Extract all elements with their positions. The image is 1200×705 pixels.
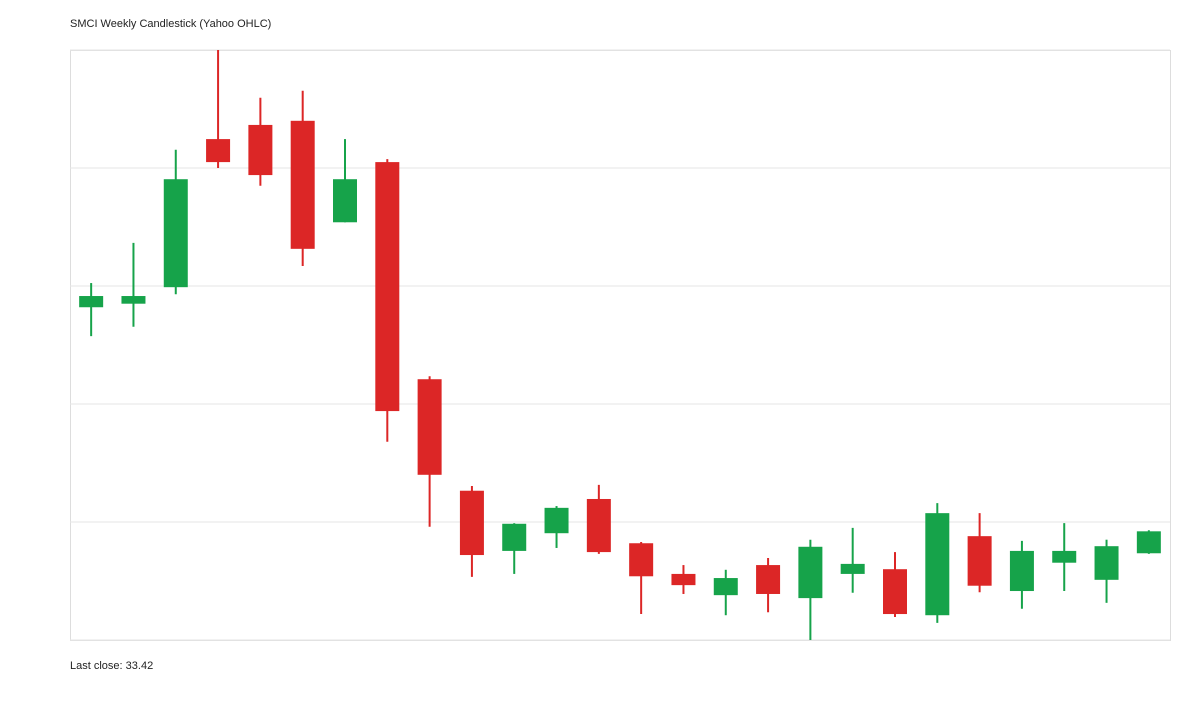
candle-body bbox=[840, 563, 865, 574]
candle-body bbox=[333, 179, 357, 223]
candle-body bbox=[121, 296, 146, 304]
candle-body bbox=[502, 523, 527, 551]
candle-body bbox=[375, 162, 400, 412]
candle-body bbox=[713, 578, 738, 596]
candle-body bbox=[544, 507, 569, 534]
candle-body bbox=[79, 296, 104, 308]
candle-body bbox=[248, 124, 273, 176]
candle-body bbox=[883, 569, 907, 615]
chart-title: SMCI Weekly Candlestick (Yahoo OHLC) bbox=[70, 18, 271, 30]
candle-body bbox=[756, 565, 781, 594]
candle-body bbox=[1052, 550, 1077, 563]
footer-label: Last close: bbox=[70, 660, 123, 672]
candle-body bbox=[417, 379, 442, 475]
candle-body bbox=[629, 543, 654, 577]
candle-body bbox=[1094, 546, 1119, 580]
candle-body bbox=[1136, 531, 1161, 554]
candle-body bbox=[671, 573, 696, 586]
candle-body bbox=[586, 498, 611, 553]
candle-body bbox=[206, 139, 231, 163]
plot-frame bbox=[70, 50, 1171, 641]
candle-body bbox=[1009, 550, 1034, 592]
last-close: 33.42 bbox=[126, 660, 154, 672]
candle-body bbox=[967, 536, 992, 586]
candle-body bbox=[798, 546, 823, 599]
candle-body bbox=[290, 120, 315, 249]
candle-body bbox=[163, 179, 188, 288]
footer: Last close: 33.42 bbox=[70, 660, 153, 672]
candle-body bbox=[459, 490, 484, 556]
candle-body bbox=[925, 513, 950, 616]
